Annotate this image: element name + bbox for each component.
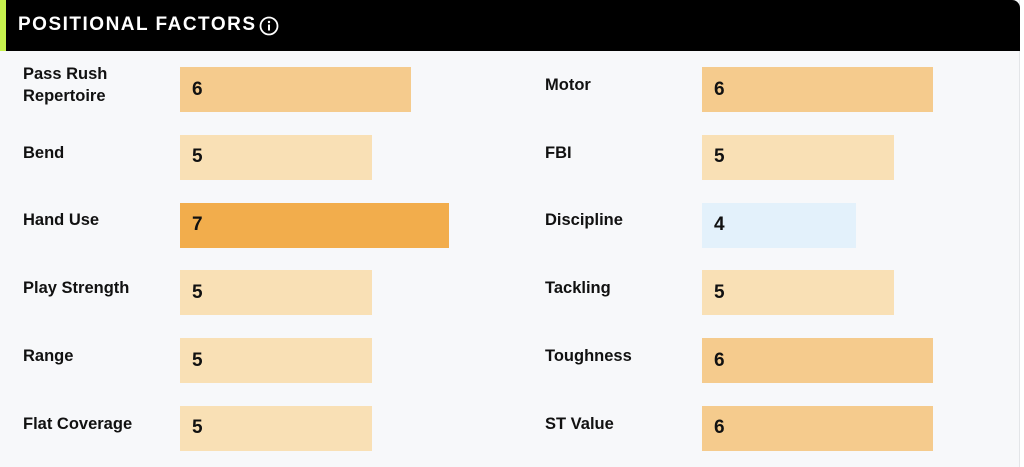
factor-label: Motor — [545, 75, 591, 94]
factor-label: Pass Rush Repertoire — [23, 64, 108, 105]
info-icon[interactable] — [259, 16, 279, 36]
factor-value: 7 — [192, 214, 203, 236]
factor-bar: 6 — [702, 67, 933, 112]
factor-row: Play Strength 5 — [0, 254, 500, 322]
factor-bar: 5 — [702, 134, 894, 180]
factor-value: 6 — [714, 349, 725, 371]
factor-row: Motor 6 — [522, 51, 1022, 119]
factor-bar: 6 — [702, 405, 933, 451]
factor-row: Pass Rush Repertoire 6 — [0, 51, 500, 119]
factor-bar: 5 — [180, 134, 372, 180]
factor-bar: 7 — [180, 202, 449, 248]
factor-label: Flat Coverage — [23, 414, 133, 433]
factor-value: 5 — [192, 146, 203, 168]
factor-bar: 6 — [180, 67, 411, 112]
factor-label: Hand Use — [23, 211, 100, 230]
factor-label: ST Value — [545, 414, 614, 433]
panel-header: POSITIONAL FACTORS — [0, 0, 1020, 51]
factor-row: Hand Use 7 — [0, 187, 500, 255]
factors-column-left: Pass Rush Repertoire 6 Bend 5 Hand Use 7… — [0, 51, 500, 467]
factor-bar: 5 — [180, 405, 372, 451]
factor-row: Discipline 4 — [522, 187, 1022, 255]
factor-label: Range — [23, 347, 74, 366]
factor-label: Discipline — [545, 211, 623, 230]
factor-row: Tackling 5 — [522, 254, 1022, 322]
factor-bar: 5 — [180, 270, 372, 316]
factor-value: 5 — [714, 281, 725, 303]
factor-value: 5 — [192, 417, 203, 439]
factor-value: 5 — [714, 146, 725, 168]
factor-label: Play Strength — [23, 279, 130, 298]
factor-value: 4 — [714, 214, 725, 236]
factor-value: 5 — [192, 281, 203, 303]
factor-label: Tackling — [545, 279, 611, 298]
factor-row: FBI 5 — [522, 119, 1022, 187]
factor-bar: 6 — [702, 338, 933, 384]
factor-row: ST Value 6 — [522, 390, 1022, 458]
factor-bar: 5 — [702, 270, 894, 316]
factor-label: Toughness — [545, 347, 632, 366]
factor-label: Bend — [23, 143, 65, 162]
factor-bar: 5 — [180, 338, 372, 384]
factor-value: 6 — [714, 78, 725, 100]
factor-row: Toughness 6 — [522, 322, 1022, 390]
factor-row: Bend 5 — [0, 119, 500, 187]
panel-title: POSITIONAL FACTORS — [18, 14, 257, 35]
factor-row: Range 5 — [0, 322, 500, 390]
factor-value: 6 — [714, 417, 725, 439]
factor-value: 6 — [192, 78, 203, 100]
factor-bar: 4 — [702, 202, 856, 248]
factor-value: 5 — [192, 349, 203, 371]
factor-label: FBI — [545, 143, 572, 162]
header-accent-bar — [0, 0, 6, 51]
factors-column-right: Motor 6 FBI 5 Discipline 4 Tackling 5 To… — [522, 51, 1022, 467]
factor-row: Flat Coverage 5 — [0, 390, 500, 458]
